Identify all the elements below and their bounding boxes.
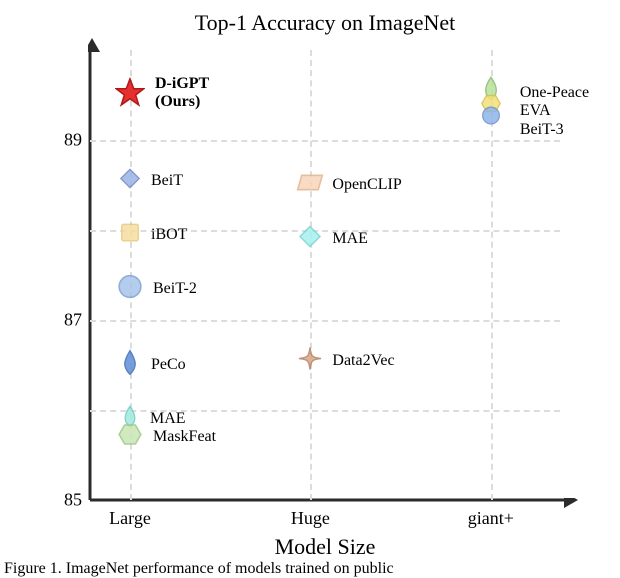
label-digpt: D-iGPT(Ours): [155, 75, 209, 112]
marker-beit2: [117, 273, 143, 304]
label-maskfeat: MaskFeat: [153, 428, 216, 446]
gridline-h: [90, 320, 560, 322]
y-axis-arrow: [88, 38, 108, 508]
label-beit2: BeiT-2: [153, 280, 197, 298]
chart-title: Top-1 Accuracy on ImageNet: [40, 10, 610, 36]
marker-data2vec: [298, 346, 322, 375]
x-tick-label: Large: [109, 500, 151, 529]
plot-area: 858789LargeHugegiant+Model SizeD-iGPT(Ou…: [90, 50, 560, 500]
marker-beit: [119, 167, 141, 194]
label-beit: BeiT: [151, 172, 183, 190]
y-tick-label: 87: [64, 310, 90, 331]
y-tick-label: 85: [64, 490, 90, 511]
label-data2vec: Data2Vec: [332, 352, 394, 370]
label-giantlbl: One-PeaceEVABeiT-3: [520, 84, 589, 139]
marker-digpt: [115, 78, 145, 113]
label-openclip: OpenCLIP: [332, 176, 401, 194]
gridline-v: [310, 50, 312, 500]
gridline-h: [90, 140, 560, 142]
chart: Top-1 Accuracy on ImageNet 858789LargeHu…: [40, 10, 610, 555]
marker-beit3: [481, 105, 501, 130]
label-ibot: iBOT: [151, 226, 187, 244]
x-axis-label: Model Size: [275, 500, 376, 560]
marker-openclip: [296, 172, 325, 199]
label-mae_l: MAE: [150, 410, 186, 428]
y-tick-label: 89: [64, 130, 90, 151]
figure-caption: Figure 1. ImageNet performance of models…: [0, 560, 394, 578]
marker-mae_h: [298, 225, 322, 254]
marker-maskfeat: [117, 422, 143, 453]
label-peco: PeCo: [151, 356, 186, 374]
x-tick-label: giant+: [468, 500, 514, 529]
marker-ibot: [119, 221, 141, 248]
marker-peco: [119, 349, 141, 382]
label-mae_h: MAE: [332, 230, 368, 248]
